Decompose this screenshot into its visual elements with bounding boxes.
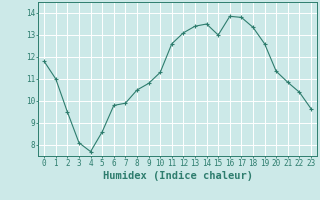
X-axis label: Humidex (Indice chaleur): Humidex (Indice chaleur)	[103, 171, 252, 181]
